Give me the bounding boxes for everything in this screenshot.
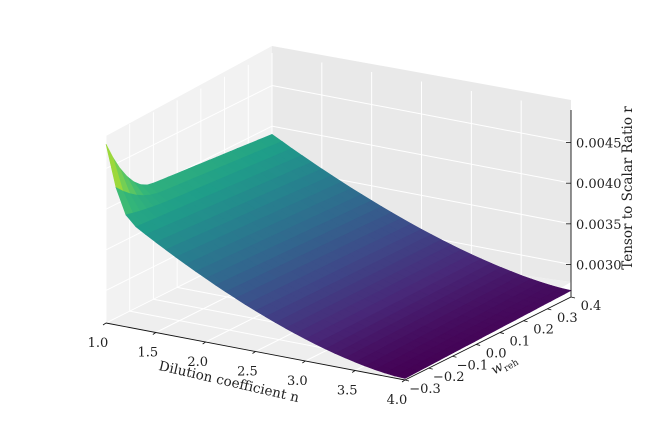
x-tick-label: 4.0 [387,393,408,408]
x-tick-label: 2.5 [237,365,258,380]
y-axis: −0.3−0.2−0.10.00.10.20.30.4 wreh [404,296,602,397]
x-tick-label: 3.5 [337,384,358,399]
x-tick-mark [102,322,107,326]
x-tick-labels: 1.0 1.5 2.0 2.5 3.0 3.5 4.0 [88,322,408,408]
z-axis-label: Tensor to Scalar Ratio r [620,106,636,270]
y-tick-label: 0.1 [510,335,531,350]
y-tick-mark [404,379,410,382]
z-tick-labels: 0.0030 0.0035 0.0040 0.0045 [566,137,622,273]
y-tick-mark [547,308,552,311]
x-tick-mark [351,370,356,373]
z-tick-label: 0.0035 [576,218,622,233]
back-grid-z [271,85,572,144]
left-grid-z [105,85,273,169]
back-grid-z [271,125,572,184]
y-tick-label: −0.1 [457,358,489,373]
x-tick-mark [302,360,306,364]
y-tick-label: −0.2 [433,370,465,385]
z-tick-label: 0.0040 [576,177,622,192]
y-tick-mark [428,367,433,370]
y-tick-labels: −0.3−0.2−0.10.00.10.20.30.4 [404,296,602,397]
x-axis-label: Dilution coefficient n [157,358,301,406]
surface-cell [394,371,413,379]
y-tick-mark [570,296,576,299]
y-tick-mark [476,344,481,346]
y-tick-mark [452,355,457,358]
x-tick-label: 1.5 [137,346,158,361]
y-tick-label: −0.3 [409,382,441,397]
z-axis: 0.0030 0.0035 0.0040 0.0045 Tensor to Scala… [566,106,636,273]
x-tick-mark [401,379,406,383]
x-tick-mark [202,341,206,345]
y-tick-label: 0.3 [557,311,578,326]
y-tick-mark [523,320,528,323]
x-tick-mark [152,332,157,335]
y-tick-label: 0.0 [486,346,507,361]
z-tick-label: 0.0030 [576,258,622,273]
x-tick-label: 3.0 [287,374,308,389]
y-tick-label: 0.2 [533,323,554,338]
x-tick-mark [252,351,256,354]
y-tick-mark [499,332,504,334]
surface-mesh [105,133,572,379]
y-axis-line [404,296,572,381]
y-tick-label: 0.4 [581,299,602,314]
x-tick-label: 1.0 [88,336,109,351]
z-tick-label: 0.0045 [576,137,622,152]
x-tick-label: 2.0 [187,355,208,370]
